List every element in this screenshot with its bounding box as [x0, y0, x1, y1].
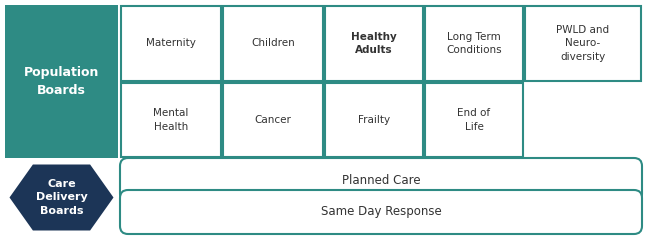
Text: Same Day Response: Same Day Response	[321, 205, 441, 218]
FancyBboxPatch shape	[5, 5, 118, 158]
FancyBboxPatch shape	[223, 83, 323, 157]
Polygon shape	[10, 164, 113, 230]
Text: Cancer: Cancer	[254, 115, 291, 125]
Text: Long Term
Conditions: Long Term Conditions	[446, 32, 502, 55]
Text: PWLD and
Neuro-
diversity: PWLD and Neuro- diversity	[556, 25, 609, 62]
FancyBboxPatch shape	[525, 6, 641, 81]
FancyBboxPatch shape	[325, 83, 423, 157]
Text: Maternity: Maternity	[146, 39, 196, 49]
Text: Care
Delivery
Boards: Care Delivery Boards	[36, 179, 87, 216]
Text: Population
Boards: Population Boards	[24, 66, 99, 97]
Text: Frailty: Frailty	[358, 115, 390, 125]
FancyBboxPatch shape	[425, 83, 523, 157]
Text: End of
Life: End of Life	[457, 108, 490, 132]
Text: Healthy
Adults: Healthy Adults	[351, 32, 397, 55]
FancyBboxPatch shape	[425, 6, 523, 81]
Text: Planned Care: Planned Care	[342, 174, 421, 187]
FancyBboxPatch shape	[120, 158, 642, 202]
FancyBboxPatch shape	[120, 190, 642, 234]
Text: Mental
Health: Mental Health	[153, 108, 189, 132]
FancyBboxPatch shape	[121, 83, 221, 157]
FancyBboxPatch shape	[223, 6, 323, 81]
FancyBboxPatch shape	[121, 6, 221, 81]
Text: Children: Children	[251, 39, 295, 49]
FancyBboxPatch shape	[325, 6, 423, 81]
